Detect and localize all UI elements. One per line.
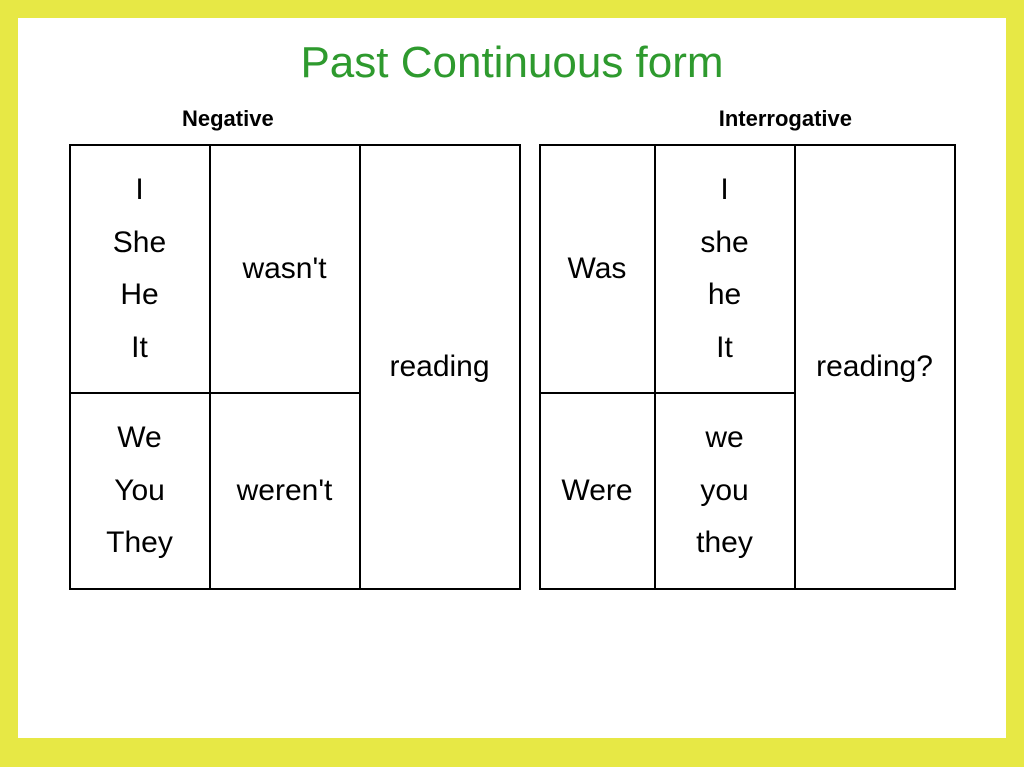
int-pronouns-1: I she he It [655, 145, 795, 393]
negative-table: I She He It wasn't reading We You They w… [69, 144, 521, 590]
int-aux-1: Was [540, 145, 655, 393]
neg-pronouns-2: We You They [70, 393, 210, 589]
int-pronouns-2: we you they [655, 393, 795, 589]
int-aux-2: Were [540, 393, 655, 589]
page-title: Past Continuous form [300, 38, 723, 88]
neg-aux-1: wasn't [210, 145, 360, 393]
neg-pronouns-1: I She He It [70, 145, 210, 393]
int-verb: reading? [795, 145, 955, 589]
neg-aux-2: weren't [210, 393, 360, 589]
negative-label: Negative [182, 106, 274, 132]
neg-verb: reading [360, 145, 520, 589]
panel: Past Continuous form Negative Interrogat… [18, 18, 1006, 738]
interrogative-table: Was I she he It reading? Were we you the… [539, 144, 956, 590]
column-labels: Negative Interrogative [62, 106, 962, 132]
tables-row: I She He It wasn't reading We You They w… [62, 144, 962, 590]
interrogative-label: Interrogative [719, 106, 852, 132]
